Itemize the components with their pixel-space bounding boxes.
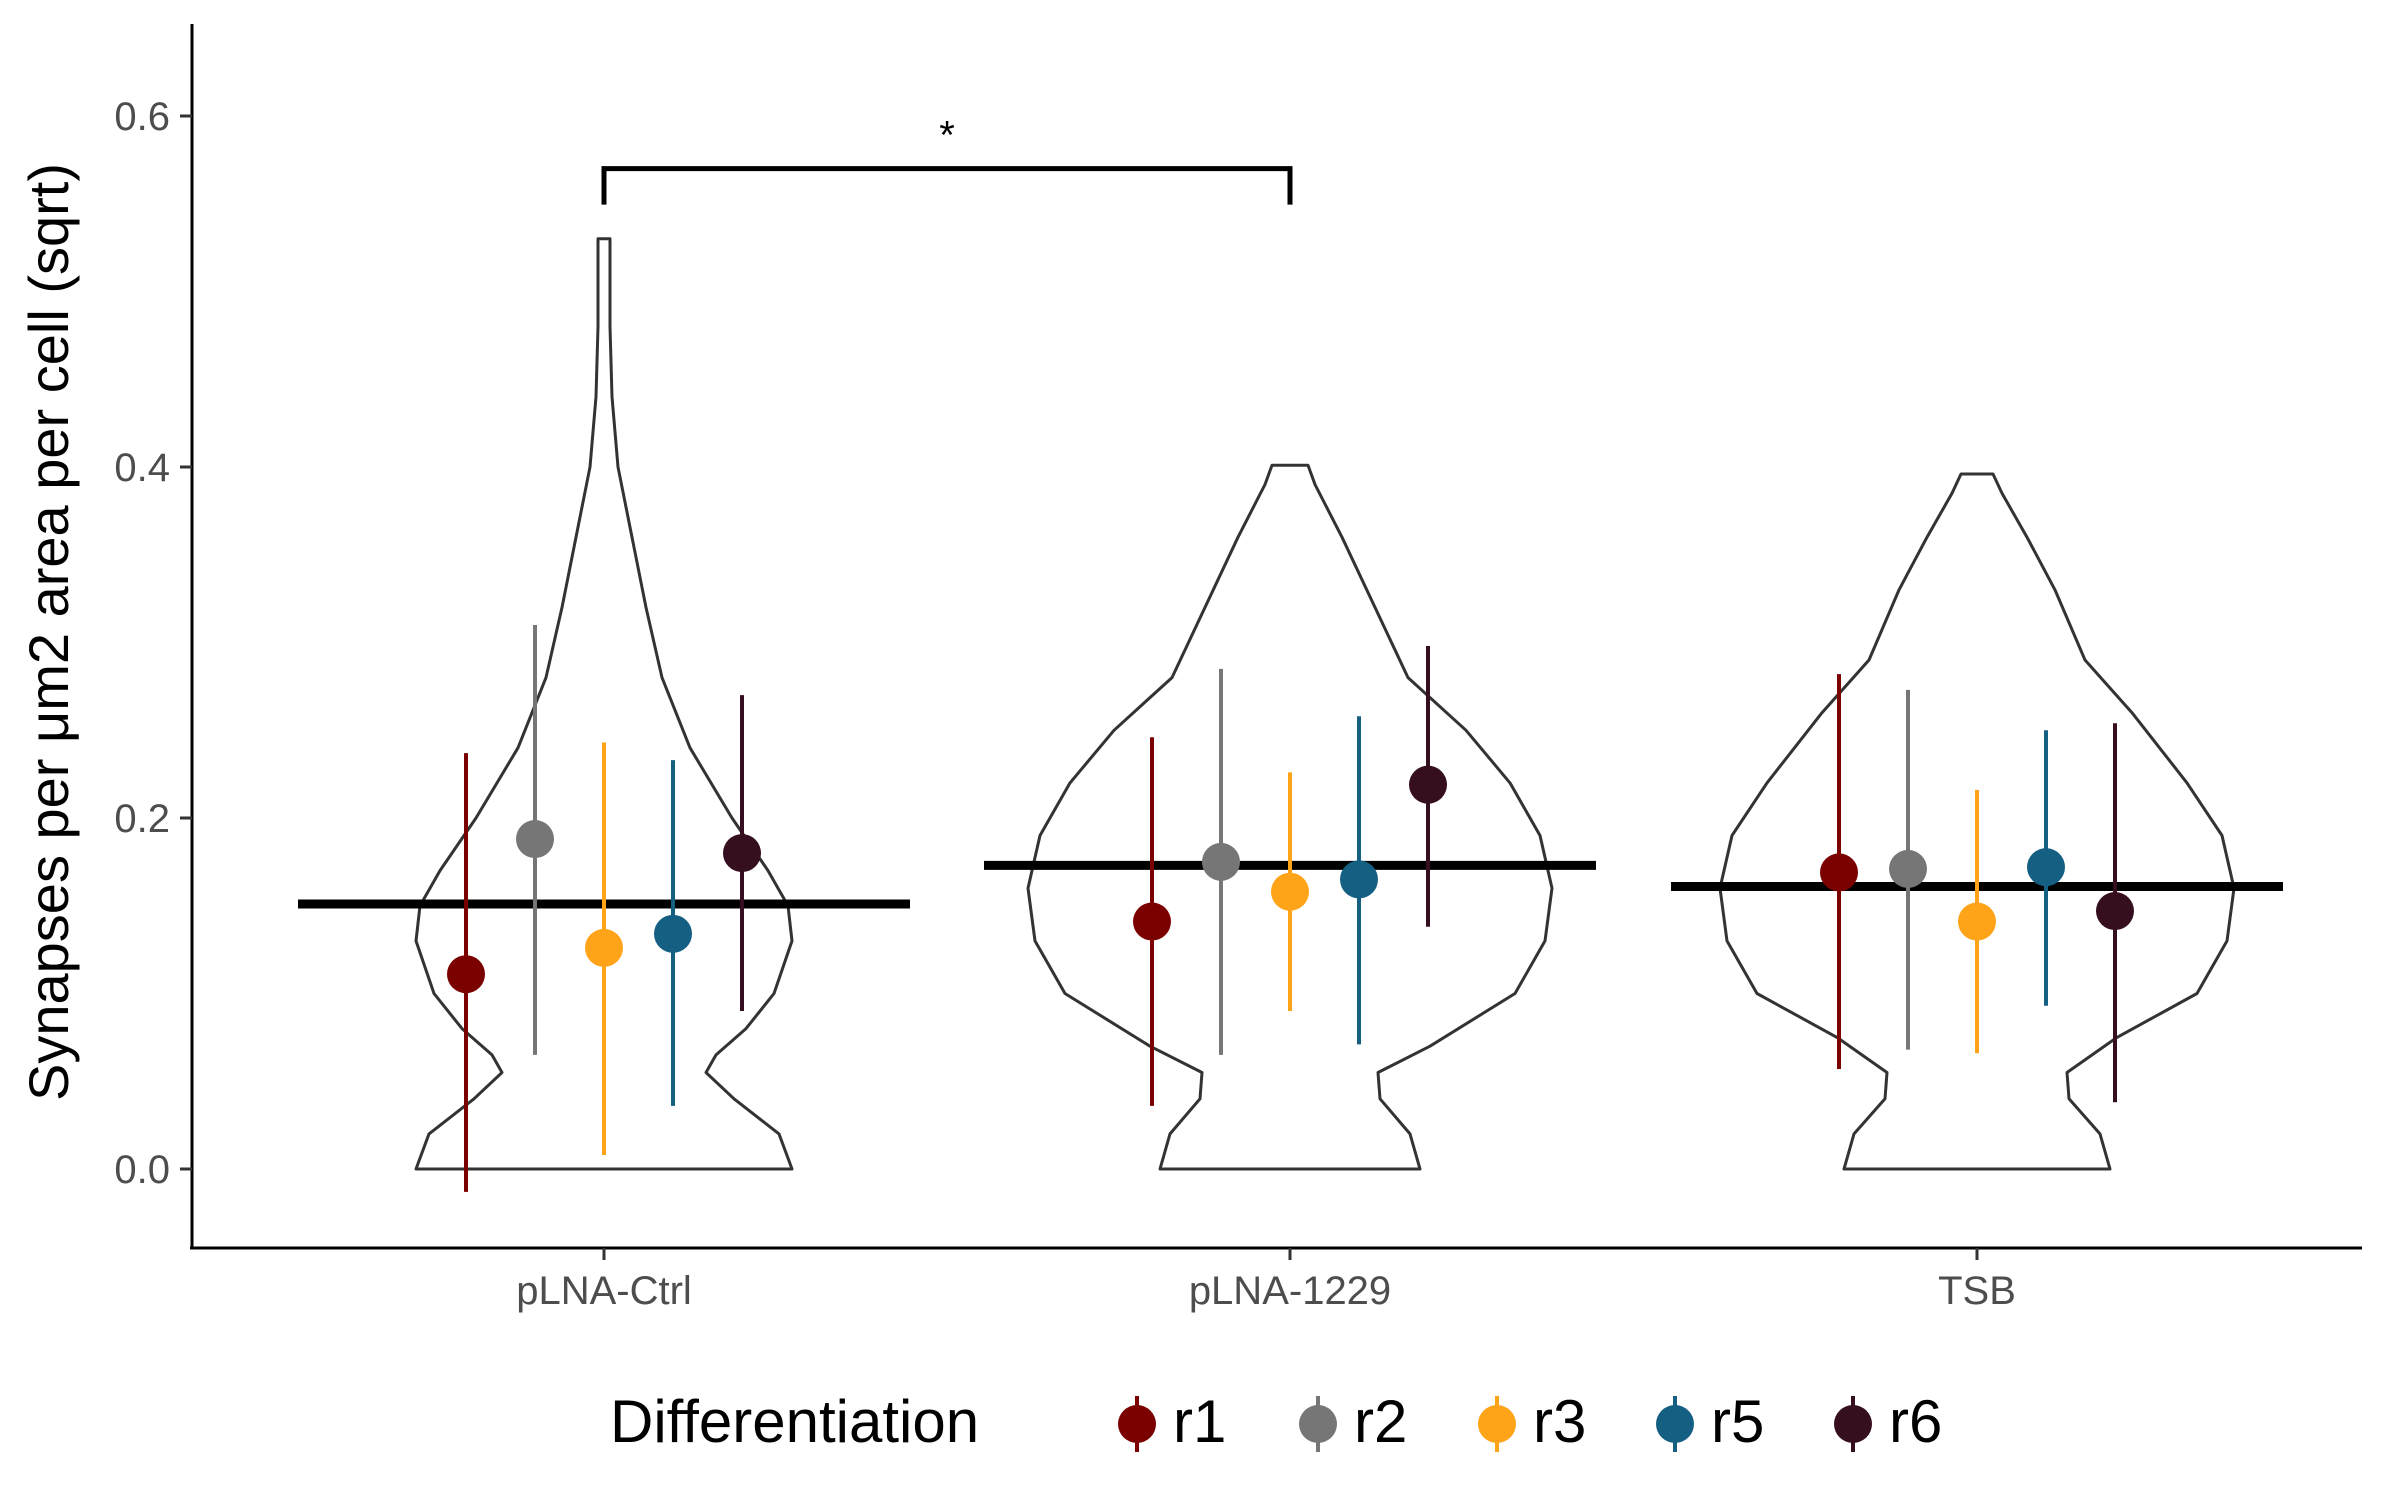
legend-title: Differentiation [610,1388,979,1455]
y-tick-label: 0.2 [114,797,170,841]
y-tick-label: 0.0 [114,1148,170,1192]
point-r3-pLNA-Ctrl [585,928,623,967]
significance-layer: * [601,114,1293,205]
point-r6-pLNA-1229 [1409,765,1447,804]
point-r1-pLNA-1229 [1133,902,1171,941]
legend-key-dot-r1 [1118,1405,1156,1443]
legend-key-dot-r6 [1834,1405,1872,1443]
legend-key-dot-r5 [1656,1405,1694,1443]
y-tick-label: 0.4 [114,446,170,490]
point-layer [447,765,2134,994]
point-r5-pLNA-Ctrl [654,914,692,953]
point-r6-TSB [2096,892,2134,931]
point-r6-pLNA-Ctrl [723,834,761,873]
legend-label-r3: r3 [1533,1388,1586,1455]
point-r3-pLNA-1229 [1271,872,1309,911]
legend-key-dot-r3 [1478,1405,1516,1443]
significance-label: * [939,114,955,158]
point-r1-TSB [1820,853,1858,892]
y-axis-ticks: 0.0 0.2 0.4 0.6 [114,95,192,1192]
point-r5-pLNA-1229 [1340,860,1378,899]
x-tick-label: pLNA-Ctrl [516,1269,692,1313]
y-tick-label: 0.6 [114,95,170,139]
point-r2-pLNA-1229 [1202,842,1240,881]
violin-pLNA-Ctrl [414,237,794,1171]
point-r5-TSB [2027,848,2065,887]
x-tick-label: pLNA-1229 [1189,1269,1391,1313]
point-r3-TSB [1958,902,1996,941]
point-r2-TSB [1889,849,1927,888]
x-axis-ticks: pLNA-Ctrl pLNA-1229 TSB [516,1248,2016,1313]
y-axis-title: Synapses per μm2 area per cell (sqrt) [17,163,80,1101]
legend-label-r1: r1 [1173,1388,1226,1455]
x-tick-label: TSB [1938,1269,2016,1313]
point-r2-pLNA-Ctrl [516,820,554,859]
legend-label-r5: r5 [1711,1388,1764,1455]
point-r1-pLNA-Ctrl [447,955,485,994]
legend-label-r6: r6 [1889,1388,1942,1455]
significance-bracket [601,166,1293,205]
legend: Differentiation r1 r2 r3 r5 r6 [610,1388,1942,1455]
legend-label-r2: r2 [1354,1388,1407,1455]
violin-layer [414,237,2236,1171]
legend-key-dot-r2 [1299,1405,1337,1443]
